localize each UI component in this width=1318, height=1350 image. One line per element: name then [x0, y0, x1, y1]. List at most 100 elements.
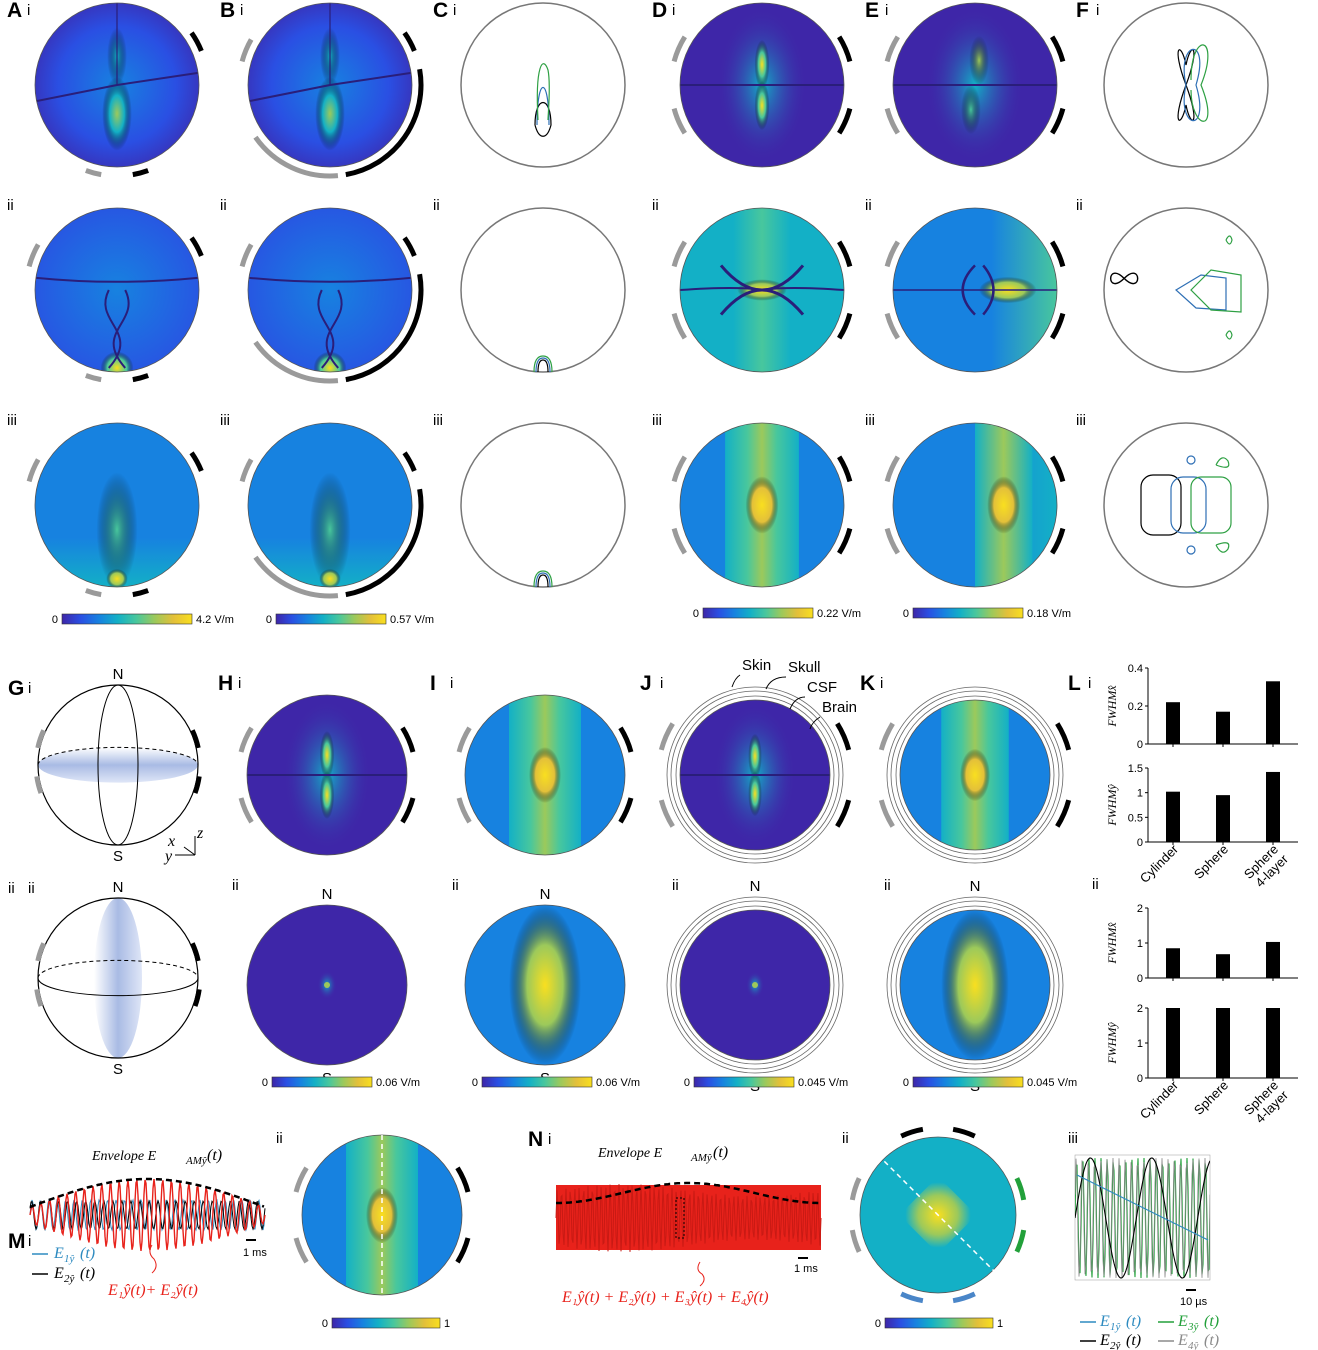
panel-roman: i: [885, 2, 888, 19]
wave-sum: [555, 1184, 822, 1252]
field-content: [680, 423, 844, 587]
y-tick-label: 0: [1137, 837, 1143, 849]
panel-roman: ii: [433, 197, 440, 214]
bar-chart-2: 0 1 2 FWHMx̂: [1105, 903, 1298, 985]
panel-letter-J: J: [640, 672, 652, 695]
equator-back: [37, 959, 199, 979]
field-content: [302, 1135, 462, 1295]
x-tick-label-line: Sphere: [1191, 1078, 1231, 1118]
colorbar-gradient: [275, 613, 387, 625]
electrode-right-upper: [1014, 1177, 1027, 1201]
electrode-right-upper: [837, 455, 853, 483]
field-hotspot: [324, 982, 330, 988]
panel-roman: ii: [452, 877, 459, 894]
colorbar-K: 0 0.045 V/m: [903, 1076, 1077, 1089]
south-label: S: [113, 848, 123, 865]
electrode-B-arc-right: [345, 273, 424, 383]
y-tick-label: 0.2: [1128, 701, 1143, 713]
electrode-B-left: [239, 243, 254, 268]
electrode-left-lower: [884, 312, 900, 340]
field-hotspot: [529, 747, 561, 803]
x-tick-label: Sphere: [1191, 842, 1231, 882]
field-D-iii: [679, 422, 845, 588]
panel-roman: i: [28, 1233, 31, 1250]
electrode-gray: [35, 729, 46, 749]
field-K-i: [886, 686, 1064, 864]
electrode-black: [192, 989, 202, 1007]
colorbar-gradient: [912, 1076, 1024, 1088]
contour-green: [1190, 269, 1242, 313]
disk-outline: [679, 207, 845, 373]
layer-ring: [670, 690, 840, 860]
sphere-G-ii: NS: [37, 879, 199, 1078]
field-content: [35, 208, 199, 372]
electrode-left-upper: [671, 35, 687, 63]
disk-outline: [247, 207, 413, 373]
contour-0: [537, 359, 549, 373]
colorbar-max: 0.045 V/m: [1027, 1077, 1077, 1089]
electrode-A-right: [189, 236, 204, 257]
layer-ring: [666, 896, 844, 1074]
panel-roman: ii: [7, 197, 14, 214]
panel-roman: i: [238, 675, 241, 692]
panel-roman: iii: [1076, 412, 1086, 429]
x-label: x: [167, 833, 175, 850]
field-M-ii: [301, 1134, 463, 1296]
bar-cylinder: [1166, 948, 1180, 978]
field-null-line: [35, 276, 199, 283]
panel-letter-A: A: [7, 0, 22, 22]
y-tick-label: 0.4: [1128, 663, 1143, 675]
electrode-gray: [35, 942, 46, 962]
electrode-right-upper: [455, 1166, 471, 1193]
colorbar-max: 0.06 V/m: [596, 1077, 640, 1089]
contour-C-ii: [460, 207, 626, 373]
envelope-curve: [556, 1181, 820, 1205]
legend-text: E: [53, 1265, 64, 1282]
field-J-ii-brain: [679, 909, 831, 1061]
skin-leader: [731, 674, 741, 688]
colorbar-gradient: [61, 613, 193, 625]
scale-label: 1 ms: [243, 1247, 267, 1259]
field-hotspot: [748, 771, 762, 817]
panel-roman: ii: [8, 880, 15, 897]
colorbar-D: 0 0.22 V/m: [693, 607, 861, 620]
field-hotspot: [509, 905, 581, 1065]
panel-roman: ii: [220, 197, 227, 214]
electrode-gray: [34, 776, 44, 794]
bar-sphere-4-layer: [1266, 1008, 1280, 1078]
field-null-line: [325, 289, 343, 369]
layer-ring: [670, 900, 840, 1070]
legend-arg: (t): [1126, 1313, 1141, 1330]
electrode-bottom-left: [900, 1291, 924, 1304]
electrode-right-lower: [835, 799, 852, 828]
electrode-left-lower: [878, 799, 895, 828]
field-J-i-brain: [679, 699, 831, 851]
electrode-right-lower: [400, 797, 416, 824]
field-null-line: [248, 276, 412, 283]
electrode-left-upper: [671, 240, 687, 268]
colorbar-min: 0: [903, 608, 909, 620]
z-label: z: [196, 825, 204, 842]
sum-label: E₁ŷ(t)+ E₂ŷ(t): [107, 1282, 198, 1299]
panel-letter-F: F: [1076, 0, 1089, 22]
panel-roman: iii: [1068, 1130, 1078, 1147]
csf-label: CSF: [807, 679, 837, 696]
contour-F-i: [1103, 2, 1269, 168]
sum-leader: [149, 1244, 157, 1274]
bar-cylinder: [1166, 791, 1180, 842]
panel-roman: ii: [865, 197, 872, 214]
electrode-B-arc-right: [345, 68, 424, 178]
electrode-left-upper: [238, 726, 254, 753]
field-E-ii: [892, 207, 1058, 373]
brain-leader: [809, 716, 821, 730]
field-hotspot: [754, 80, 770, 131]
field-hotspot: [969, 35, 989, 85]
y-tick-label: 1: [1137, 788, 1143, 800]
field-background: [35, 208, 199, 372]
disk-outline: [892, 422, 1058, 588]
y-label: y: [163, 848, 173, 865]
contour-blue: [1186, 545, 1196, 555]
colorbar-max: 0.57 V/m: [390, 614, 434, 626]
electrode-A-left: [26, 243, 41, 268]
